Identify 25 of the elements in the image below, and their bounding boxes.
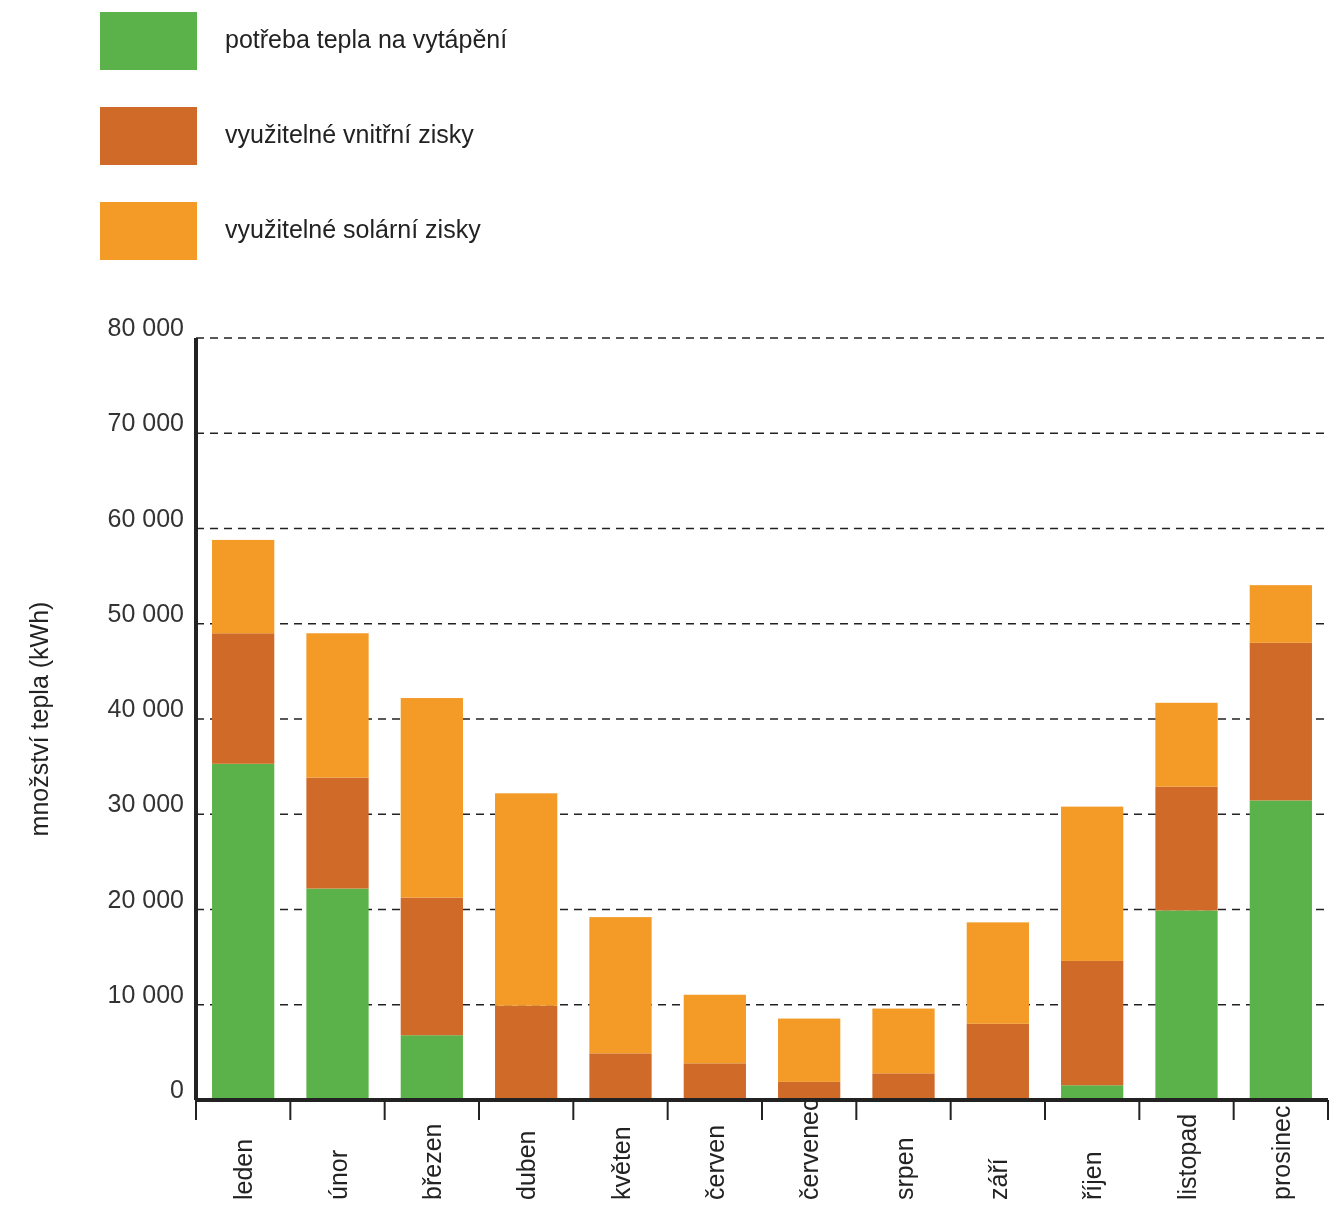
x-tick-label: říjen <box>1078 1151 1107 1200</box>
y-tick-label: 70 000 <box>107 408 184 437</box>
x-tick-label: listopad <box>1172 1113 1201 1200</box>
x-tick-label: srpen <box>889 1137 918 1200</box>
x-tick-label: červen <box>700 1124 729 1200</box>
y-tick-label: 30 000 <box>107 789 184 818</box>
y-tick-label: 50 000 <box>107 598 184 627</box>
legend-label: využitelné solární zisky <box>225 215 482 243</box>
y-tick-label: 40 000 <box>107 694 184 722</box>
y-tick-label: 10 000 <box>107 979 184 1008</box>
y-tick-label: 0 <box>170 1075 184 1103</box>
x-tick-label: prosinec <box>1266 1105 1295 1200</box>
y-tick-label: 60 000 <box>107 503 184 532</box>
x-tick-label: květen <box>606 1126 635 1200</box>
x-tick-label: září <box>983 1158 1012 1200</box>
legend-label: využitelné vnitřní zisky <box>225 120 475 148</box>
x-tick-label: leden <box>229 1138 258 1200</box>
legend-label: potřeba tepla na vytápění <box>225 25 508 53</box>
y-tick-label: 20 000 <box>107 884 184 913</box>
x-tick-label: duben <box>512 1130 541 1200</box>
x-tick-label: červenec <box>795 1098 824 1200</box>
x-tick-label: březen <box>417 1123 446 1200</box>
y-axis-title: množství tepla (kWh) <box>25 601 53 837</box>
y-tick-label: 80 000 <box>107 313 184 341</box>
x-tick-label: únor <box>323 1149 352 1200</box>
